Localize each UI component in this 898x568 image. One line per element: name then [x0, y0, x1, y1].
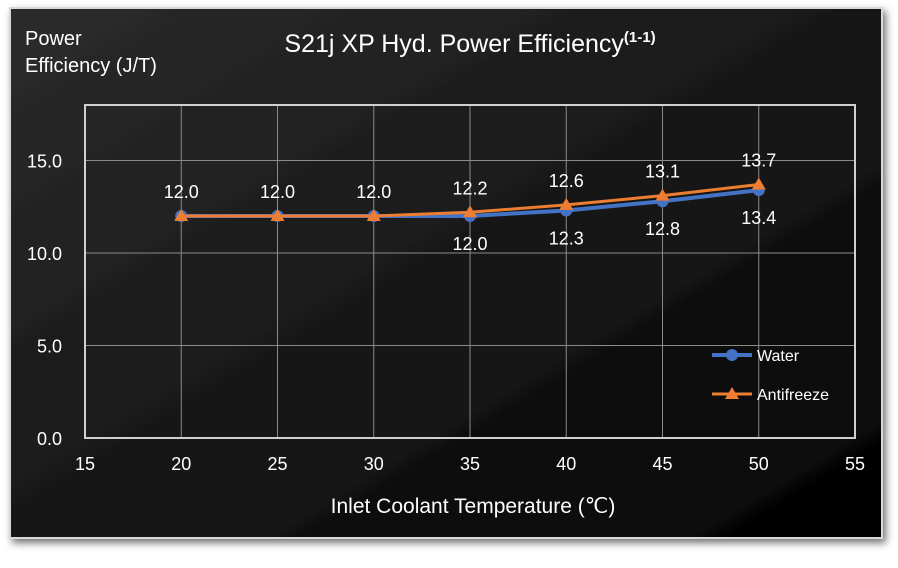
- plot-area-border: [84, 104, 856, 439]
- data-label-water: 13.4: [741, 208, 776, 228]
- legend-water-label: Water: [757, 348, 800, 365]
- x-tick-label: 25: [267, 454, 287, 474]
- legend-antifreeze-label: Antifreeze: [757, 387, 829, 404]
- data-point-antifreeze: [655, 188, 670, 201]
- data-point-antifreeze: [174, 209, 189, 221]
- data-label-water: 12.0: [452, 234, 487, 254]
- data-label-water: 12.8: [645, 219, 680, 239]
- x-tick-label: 20: [171, 454, 191, 474]
- chart-background: [9, 7, 883, 539]
- x-tick-label: 50: [749, 454, 769, 474]
- legend-water-marker: [726, 349, 738, 361]
- y-axis-label-line2: Efficiency (J/T): [25, 55, 157, 77]
- chart-title: S21j XP Hyd. Power Efficiency(1-1): [284, 29, 655, 58]
- x-axis-label: Inlet Coolant Temperature (℃): [331, 495, 616, 518]
- x-tick-label: 15: [75, 454, 95, 474]
- data-label-antifreeze: 13.7: [741, 151, 776, 171]
- legend-antifreeze-marker: [725, 387, 739, 399]
- y-tick-label: 5.0: [37, 337, 62, 357]
- data-label-antifreeze: 12.6: [549, 171, 584, 191]
- x-tick-label: 35: [460, 454, 480, 474]
- data-point-antifreeze: [270, 209, 285, 221]
- data-label-antifreeze: 12.0: [356, 182, 391, 202]
- x-tick-label: 30: [364, 454, 384, 474]
- data-label-antifreeze: 12.0: [260, 182, 295, 202]
- x-tick-label: 40: [556, 454, 576, 474]
- data-point-antifreeze: [366, 209, 381, 221]
- y-tick-label: 10.0: [27, 244, 62, 264]
- data-label-antifreeze: 13.1: [645, 162, 680, 182]
- x-tick-label: 55: [845, 454, 865, 474]
- legend: Water Antifreeze: [712, 348, 829, 404]
- data-label-antifreeze: 12.0: [164, 182, 199, 202]
- data-label-antifreeze: 12.2: [452, 178, 487, 198]
- data-point-antifreeze: [751, 177, 766, 190]
- y-tick-label: 0.0: [37, 429, 62, 449]
- x-tick-label: 45: [652, 454, 672, 474]
- data-point-antifreeze: [559, 197, 574, 210]
- data-point-antifreeze: [463, 205, 477, 218]
- data-label-water: 12.3: [549, 228, 584, 248]
- y-tick-label: 15.0: [27, 152, 62, 172]
- y-axis-label-line1: Power: [25, 28, 82, 50]
